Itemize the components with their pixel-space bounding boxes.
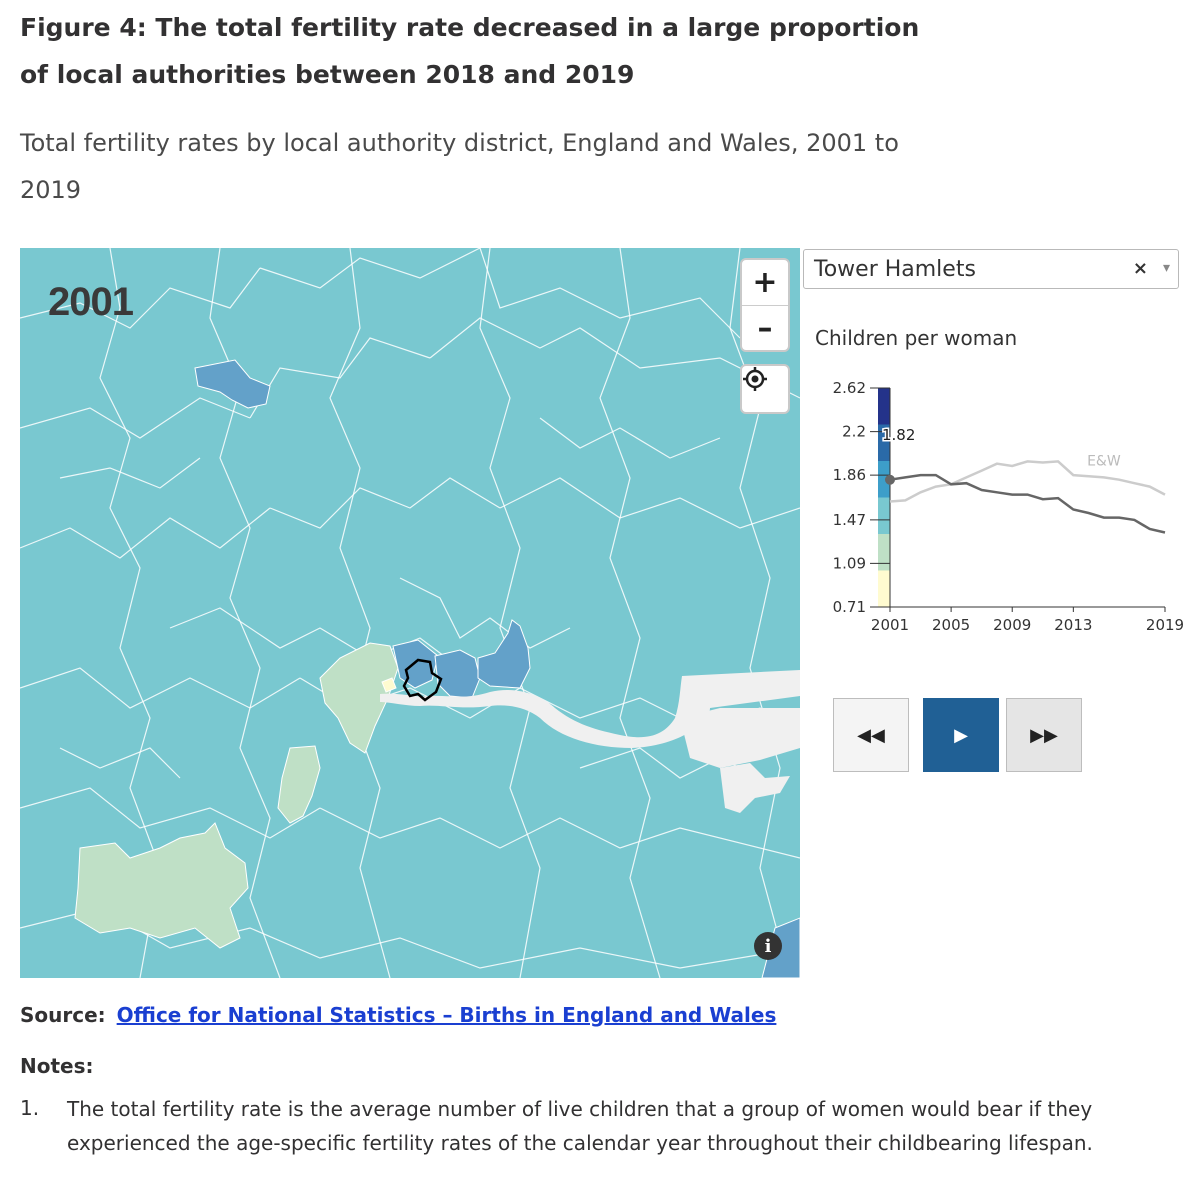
district-mid-blue-northwest[interactable] — [194, 359, 271, 409]
year-label: 2001 — [48, 280, 134, 324]
legend-scale-segment — [878, 570, 890, 608]
y-tick-label: 1.47 — [833, 511, 866, 529]
chart-y-title: Children per woman — [815, 326, 1018, 350]
district-boundaries — [20, 248, 800, 978]
legend-scale-segment — [878, 388, 890, 425]
legend-scale-segment — [878, 534, 890, 571]
legend-scale-segment — [878, 461, 890, 498]
district-highlight-city[interactable] — [381, 677, 397, 693]
map-svg[interactable] — [20, 248, 800, 978]
zoom-in-button[interactable]: + — [752, 265, 778, 300]
area-select-value: Tower Hamlets — [814, 257, 976, 282]
legend-scale-segment — [878, 497, 890, 535]
y-tick-label: 1.09 — [833, 554, 866, 572]
chevron-down-icon[interactable]: ▾ — [1162, 260, 1170, 276]
info-icon[interactable]: i — [754, 932, 782, 960]
legend-scale-segment — [878, 424, 890, 462]
y-tick-label: 0.71 — [833, 598, 866, 616]
zoom-control[interactable]: + – — [740, 258, 790, 352]
notes-heading: Notes: — [20, 1054, 94, 1078]
locate-button[interactable] — [740, 364, 790, 414]
x-tick-label: 2009 — [993, 616, 1031, 634]
note-text: The total fertility rate is the average … — [67, 1097, 1093, 1155]
series-line-tower-hamlets — [889, 473, 1166, 534]
selected-district-outline[interactable] — [402, 658, 443, 702]
y-tick-label: 1.86 — [833, 466, 866, 484]
source-link[interactable]: Office for National Statistics – Births … — [116, 1003, 777, 1027]
play-button[interactable]: ▶ — [923, 698, 999, 772]
district-green-south[interactable] — [74, 822, 249, 949]
estuary — [680, 708, 800, 768]
y-tick-label: 2.2 — [842, 423, 866, 441]
series-line-e-w — [889, 460, 1166, 503]
figure-title: Figure 4: The total fertility rate decre… — [20, 13, 920, 89]
source-label: Source: — [20, 1003, 106, 1027]
note-number: 1. — [20, 1096, 40, 1120]
x-tick-label: 2013 — [1054, 616, 1092, 634]
figure-subtitle: Total fertility rates by local authority… — [20, 129, 899, 204]
estuary-islands — [720, 763, 790, 813]
district-green-west[interactable] — [319, 642, 399, 754]
current-point — [885, 474, 895, 485]
y-tick-label: 2.62 — [833, 379, 866, 397]
x-tick-label: 2005 — [932, 616, 970, 634]
clear-icon[interactable]: × — [1132, 258, 1148, 279]
crosshair-icon — [743, 367, 767, 391]
district-green-southwest[interactable] — [277, 745, 321, 824]
step-back-button[interactable]: ◀◀ — [833, 698, 909, 772]
area-select[interactable]: Tower Hamlets × ▾ — [803, 249, 1179, 289]
map-container[interactable]: 2001 + – i — [20, 248, 800, 978]
district-mid-blue-east1[interactable] — [434, 649, 481, 699]
x-tick-label: 2001 — [871, 616, 909, 634]
current-value-label: 1.82 — [882, 426, 915, 444]
district-mid-blue-central[interactable] — [392, 639, 439, 689]
x-tick-label: 2019 — [1146, 616, 1184, 634]
series-label-ew: E&W — [1087, 453, 1121, 469]
district-mid-blue-east2[interactable] — [477, 619, 531, 689]
step-forward-button[interactable]: ▶▶ — [1006, 698, 1082, 772]
line-chart: 2.62 2.2 1.86 1.47 1.09 0.71 2001 2005 2009 2013 2… — [833, 379, 1185, 634]
zoom-out-button[interactable]: – — [742, 305, 788, 351]
source-line: Source: Office for National Statistics –… — [20, 1003, 776, 1027]
